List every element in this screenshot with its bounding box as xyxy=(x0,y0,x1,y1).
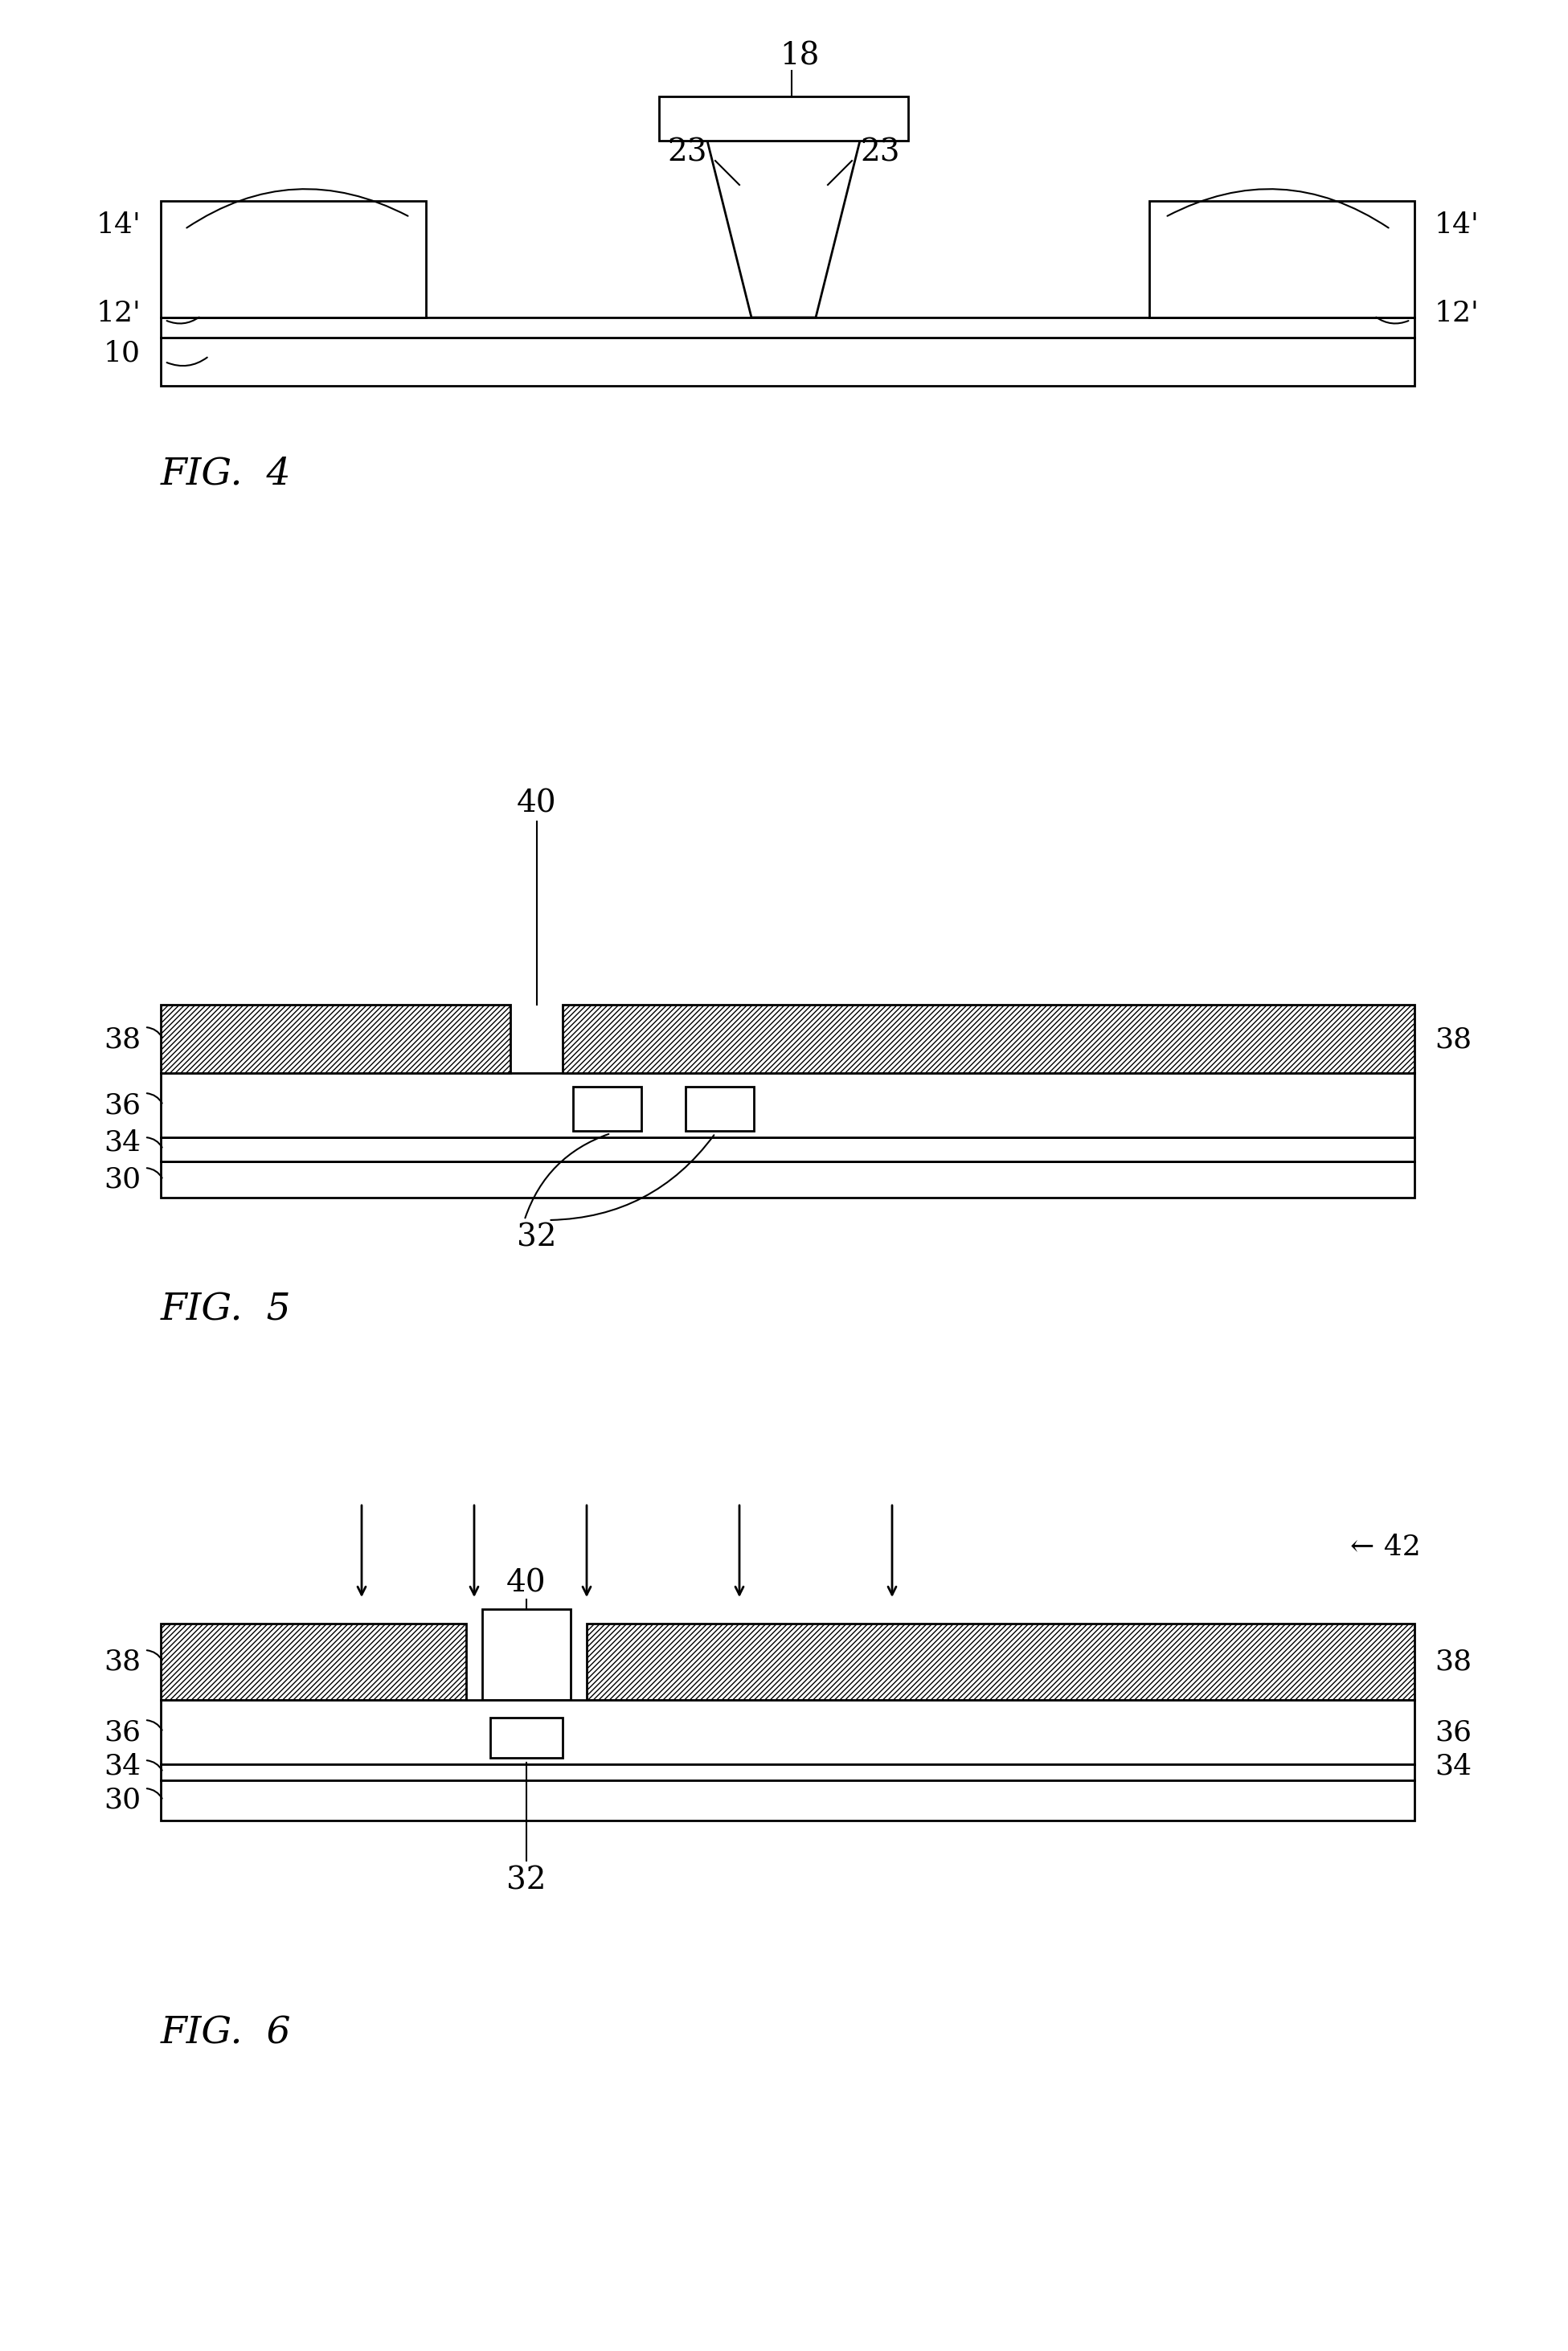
Text: 36: 36 xyxy=(1435,1719,1471,1747)
Bar xyxy=(659,96,908,141)
Bar xyxy=(483,1608,571,1700)
Bar xyxy=(162,339,1414,386)
Text: 40: 40 xyxy=(516,790,557,818)
Text: FIG.  4: FIG. 4 xyxy=(162,456,292,491)
Text: 30: 30 xyxy=(103,1166,141,1194)
Text: FIG.  6: FIG. 6 xyxy=(162,2015,292,2052)
Text: 23: 23 xyxy=(668,139,707,167)
Bar xyxy=(685,1086,754,1131)
Bar xyxy=(162,1138,1414,1161)
Bar xyxy=(162,1004,510,1072)
Bar xyxy=(586,1625,1414,1700)
Text: 14': 14' xyxy=(1435,212,1480,240)
Text: 34: 34 xyxy=(1435,1751,1472,1780)
Text: 38: 38 xyxy=(1435,1648,1472,1676)
Text: 30: 30 xyxy=(103,1787,141,1815)
Text: ← 42: ← 42 xyxy=(1350,1533,1421,1561)
Text: 32: 32 xyxy=(506,1867,546,1895)
Text: 23: 23 xyxy=(861,139,900,167)
Text: 34: 34 xyxy=(103,1128,141,1157)
Bar xyxy=(162,1072,1414,1138)
Text: 36: 36 xyxy=(103,1719,141,1747)
Text: FIG.  5: FIG. 5 xyxy=(162,1293,292,1328)
Bar xyxy=(162,1763,1414,1780)
Text: 32: 32 xyxy=(516,1223,557,1253)
Bar xyxy=(162,1161,1414,1197)
Text: 40: 40 xyxy=(506,1568,546,1599)
Text: 18: 18 xyxy=(779,42,820,71)
Bar xyxy=(563,1004,1414,1072)
Bar xyxy=(1149,200,1414,317)
Text: 36: 36 xyxy=(103,1091,141,1119)
Text: 12': 12' xyxy=(1435,301,1480,327)
Bar xyxy=(491,1719,563,1759)
Bar xyxy=(162,1700,1414,1763)
Bar xyxy=(162,1625,466,1700)
Bar xyxy=(162,1780,1414,1820)
Text: 12': 12' xyxy=(96,301,141,327)
Bar xyxy=(572,1086,641,1131)
Text: 38: 38 xyxy=(103,1025,141,1053)
Text: 38: 38 xyxy=(103,1648,141,1676)
Polygon shape xyxy=(707,141,859,317)
Text: 10: 10 xyxy=(103,341,141,367)
Text: 38: 38 xyxy=(1435,1025,1472,1053)
Text: 14': 14' xyxy=(96,212,141,240)
Text: 34: 34 xyxy=(103,1751,141,1780)
Bar xyxy=(162,200,426,317)
Bar xyxy=(162,317,1414,339)
